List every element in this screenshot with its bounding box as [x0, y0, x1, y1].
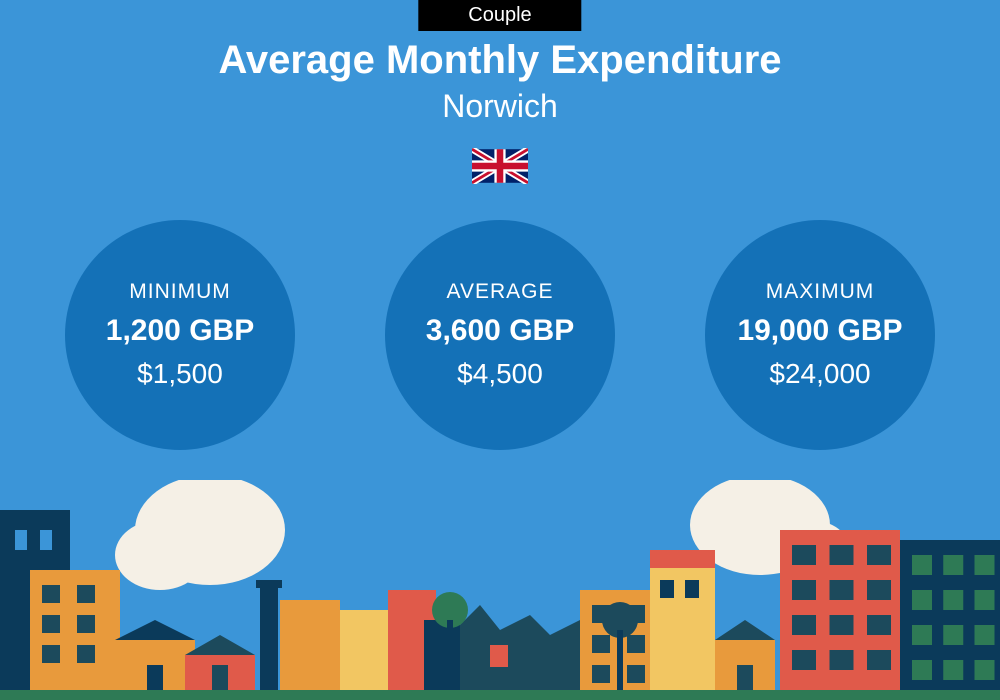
stat-secondary: $4,500: [457, 358, 543, 390]
stat-circles-row: MINIMUM 1,200 GBP $1,500 AVERAGE 3,600 G…: [0, 220, 1000, 450]
city-subtitle: Norwich: [0, 88, 1000, 125]
stat-primary: 3,600 GBP: [426, 314, 574, 348]
stat-label: MAXIMUM: [766, 280, 875, 304]
stat-circle-minimum: MINIMUM 1,200 GBP $1,500: [65, 220, 295, 450]
stat-label: AVERAGE: [447, 280, 554, 304]
stat-circle-average: AVERAGE 3,600 GBP $4,500: [385, 220, 615, 450]
stat-secondary: $24,000: [769, 358, 870, 390]
uk-flag-icon: [472, 148, 528, 184]
stat-circle-maximum: MAXIMUM 19,000 GBP $24,000: [705, 220, 935, 450]
stat-label: MINIMUM: [129, 280, 230, 304]
category-badge: Couple: [418, 0, 581, 31]
stat-primary: 19,000 GBP: [737, 314, 902, 348]
cityscape-illustration: [0, 480, 1000, 700]
stat-secondary: $1,500: [137, 358, 223, 390]
page-title: Average Monthly Expenditure: [0, 38, 1000, 83]
stat-primary: 1,200 GBP: [106, 314, 254, 348]
